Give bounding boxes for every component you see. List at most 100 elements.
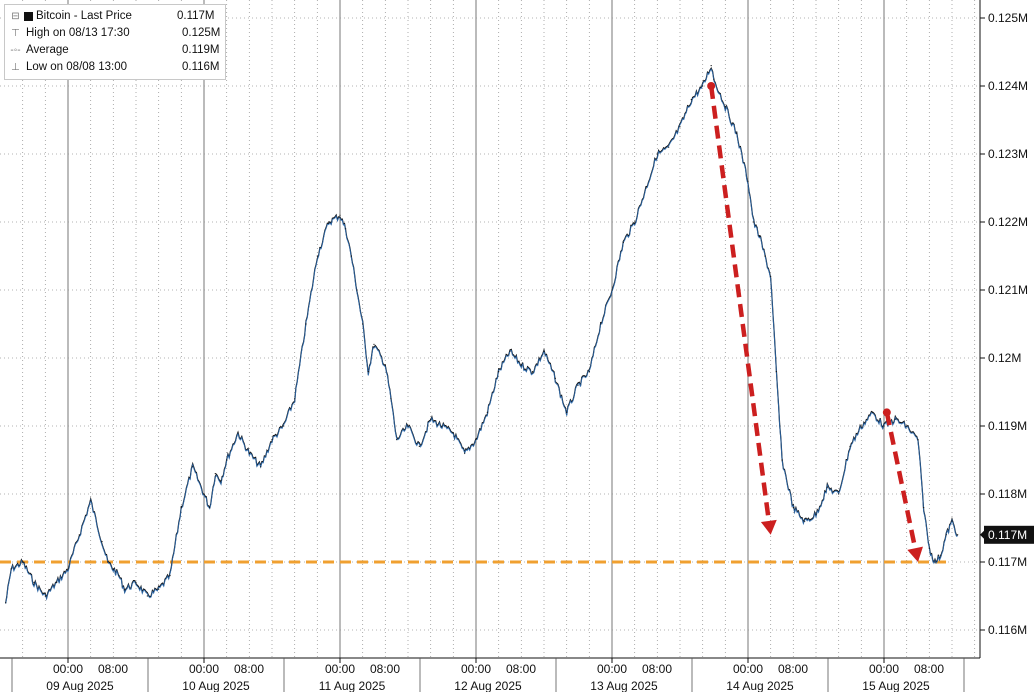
- price-point: [611, 289, 613, 291]
- price-point: [945, 534, 947, 536]
- price-point: [957, 534, 959, 536]
- x-tick-label: 08:00: [642, 662, 672, 676]
- x-tick-label: 08:00: [506, 662, 536, 676]
- price-point: [860, 425, 862, 427]
- price-point: [906, 425, 908, 427]
- price-point: [543, 350, 545, 352]
- price-point: [373, 343, 375, 345]
- price-point: [418, 445, 420, 447]
- price-point: [838, 493, 840, 495]
- legend-row-main: ⊟ Bitcoin - Last Price 0.117M: [9, 8, 220, 25]
- price-point: [679, 126, 681, 128]
- y-tick-label: 0.124M: [988, 79, 1028, 93]
- drop-arrow-head: [760, 519, 777, 535]
- price-point: [532, 371, 534, 373]
- price-point: [124, 588, 126, 590]
- x-tick-label: 08:00: [370, 662, 400, 676]
- price-point: [78, 534, 80, 536]
- x-tick-label: 00:00: [461, 662, 491, 676]
- price-point: [169, 575, 171, 577]
- price-point: [792, 507, 794, 509]
- x-tick-label: 00:00: [869, 662, 899, 676]
- price-point: [101, 541, 103, 543]
- y-tick-label: 0.125M: [988, 11, 1028, 25]
- price-point: [498, 371, 500, 373]
- price-point: [44, 595, 46, 597]
- price-point: [339, 214, 341, 216]
- price-point: [872, 411, 874, 413]
- x-tick-label: 00:00: [189, 662, 219, 676]
- price-point: [702, 85, 704, 87]
- price-point: [345, 228, 347, 230]
- price-point: [248, 452, 250, 454]
- price-point: [362, 323, 364, 325]
- price-point: [509, 350, 511, 352]
- price-point: [849, 445, 851, 447]
- drop-arrow-line: [884, 411, 918, 549]
- price-point: [486, 411, 488, 413]
- price-point: [634, 221, 636, 223]
- legend-swatch-price: [24, 12, 33, 21]
- x-tick-label: 08:00: [778, 662, 808, 676]
- price-line-overlay: [5, 68, 958, 604]
- price-point: [282, 425, 284, 427]
- price-point: [690, 99, 692, 101]
- y-tick-label: 0.118M: [988, 487, 1027, 501]
- average-line-icon: -◦-: [10, 45, 21, 56]
- x-date-label: 15 Aug 2025: [862, 679, 930, 692]
- price-point: [214, 473, 216, 475]
- legend-low-label: Low on 08/08 13:00: [26, 61, 128, 73]
- price-point: [350, 255, 352, 257]
- price-point: [747, 180, 749, 182]
- price-point: [724, 105, 726, 107]
- price-point: [90, 500, 92, 502]
- price-point: [118, 575, 120, 577]
- price-point: [554, 377, 556, 379]
- price-point: [209, 507, 211, 509]
- y-tick-label: 0.116M: [988, 623, 1027, 637]
- price-point: [600, 323, 602, 325]
- legend: ⊟ Bitcoin - Last Price 0.117M ⊤ High on …: [4, 4, 227, 80]
- price-point: [951, 520, 953, 522]
- price-point: [180, 507, 182, 509]
- price-point: [940, 554, 942, 556]
- x-tick-label: 00:00: [325, 662, 355, 676]
- price-point: [390, 398, 392, 400]
- price-point: [271, 439, 273, 441]
- y-tick-label: 0.123M: [988, 147, 1028, 161]
- price-point: [56, 581, 58, 584]
- price-point: [713, 78, 715, 80]
- price-point: [305, 323, 307, 325]
- x-date-label: 12 Aug 2025: [454, 679, 522, 692]
- price-point: [135, 581, 137, 584]
- drop-arrow-line: [708, 85, 772, 522]
- price-point: [894, 418, 896, 420]
- price-point: [917, 439, 919, 441]
- price-point: [407, 425, 409, 427]
- price-point: [10, 568, 12, 570]
- price-point: [804, 520, 806, 522]
- price-point: [112, 568, 114, 570]
- price-point: [475, 439, 477, 441]
- x-tick-label: 08:00: [234, 662, 264, 676]
- price-point: [520, 364, 522, 366]
- price-point: [367, 371, 369, 373]
- plot-area: [0, 0, 980, 658]
- x-tick-label: 00:00: [597, 662, 627, 676]
- legend-row-low: ⊥ Low on 08/08 13:00 0.116M: [9, 59, 220, 76]
- price-point: [294, 398, 296, 400]
- price-point: [668, 146, 670, 148]
- price-point: [328, 221, 330, 223]
- price-point: [316, 255, 318, 257]
- price-point: [192, 466, 194, 468]
- legend-row-average: -◦- Average 0.119M: [9, 42, 220, 59]
- price-point: [67, 568, 69, 570]
- price-point: [826, 486, 828, 488]
- price-point: [758, 235, 760, 237]
- price-point: [710, 65, 712, 67]
- price-point: [923, 507, 925, 509]
- x-date-label: 11 Aug 2025: [319, 679, 386, 692]
- price-point: [452, 432, 454, 434]
- legend-toggle-icon[interactable]: ⊟: [11, 11, 20, 22]
- price-point: [764, 255, 766, 257]
